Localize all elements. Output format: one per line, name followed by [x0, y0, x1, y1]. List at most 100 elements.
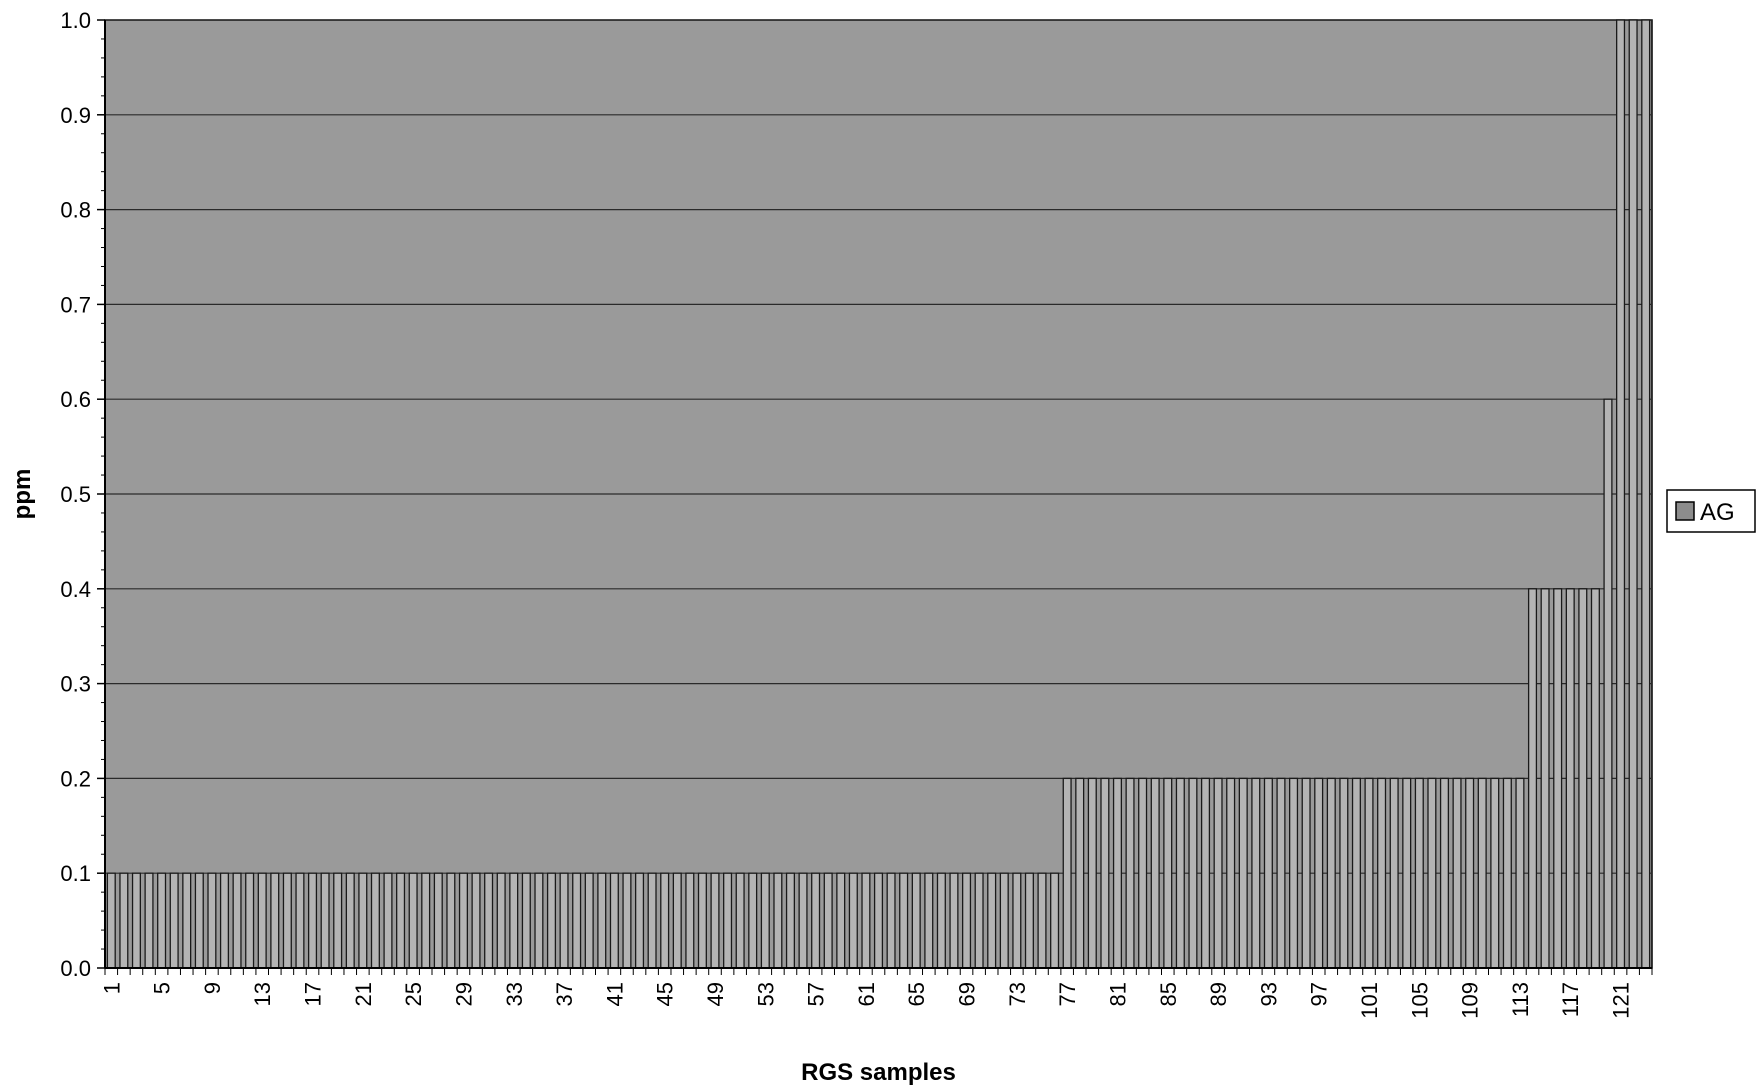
bar — [546, 872, 557, 969]
bar — [471, 872, 481, 969]
x-tick-label: 21 — [351, 982, 376, 1006]
bar — [1112, 777, 1123, 969]
x-tick-label: 73 — [1005, 982, 1030, 1006]
y-tick-labels: 0.0 0.1 0.2 0.3 0.4 0.5 0.6 0.7 0.8 0.9 1.0 — [60, 8, 91, 981]
legend-entry-ag: AG — [1700, 499, 1735, 526]
bar — [119, 872, 129, 969]
x-axis-title: RGS samples — [801, 1059, 956, 1086]
bar — [1465, 777, 1475, 969]
bar — [760, 872, 770, 969]
x-tick-label: 93 — [1256, 982, 1281, 1006]
bar — [798, 872, 808, 969]
bar — [710, 872, 720, 969]
bar — [1213, 777, 1223, 969]
bar — [1050, 872, 1060, 969]
bar — [282, 872, 292, 969]
x-tick-label: 117 — [1558, 982, 1583, 1017]
bar — [1641, 19, 1651, 969]
bar — [1024, 872, 1034, 969]
bar — [609, 872, 619, 969]
bar — [773, 872, 783, 969]
x-tick-label: 121 — [1609, 982, 1634, 1019]
bar — [446, 872, 456, 969]
x-tick-label: 33 — [502, 982, 527, 1006]
x-tick-label: 97 — [1307, 982, 1332, 1006]
bar — [219, 872, 230, 969]
bar — [1377, 777, 1387, 969]
bar — [232, 872, 242, 969]
x-tick-label: 105 — [1407, 982, 1432, 1019]
bar — [345, 872, 355, 969]
bar — [144, 872, 154, 969]
y-tick-label: 0.2 — [60, 766, 91, 791]
y-tick-label: 0.9 — [60, 103, 91, 128]
bar — [1351, 777, 1361, 969]
bar — [1314, 777, 1324, 969]
x-tick-label: 37 — [552, 982, 577, 1006]
bar — [245, 872, 255, 969]
bar — [433, 872, 443, 969]
bar — [1037, 872, 1047, 969]
bar — [1553, 588, 1563, 969]
bar — [257, 872, 267, 969]
bar — [1251, 777, 1261, 969]
bar — [811, 872, 821, 969]
legend-swatch — [1675, 501, 1695, 521]
bar — [1288, 777, 1299, 969]
bar — [1452, 777, 1462, 969]
bar — [697, 872, 707, 969]
bar — [295, 872, 305, 969]
bar — [899, 872, 909, 969]
bar — [873, 872, 884, 969]
x-tick-label: 109 — [1458, 982, 1483, 1019]
bar — [1502, 777, 1512, 969]
x-tick-label: 9 — [200, 982, 225, 994]
bar — [886, 872, 896, 969]
bar — [572, 872, 582, 969]
bar — [1477, 777, 1487, 969]
y-tick-label: 0.7 — [60, 292, 91, 317]
x-tick-label: 85 — [1156, 982, 1181, 1006]
bar — [936, 872, 946, 969]
bar — [396, 872, 406, 969]
x-tick-label: 57 — [804, 982, 829, 1006]
bar — [1616, 19, 1626, 969]
bar — [1301, 777, 1311, 969]
bar — [1276, 777, 1286, 969]
bar — [1427, 777, 1437, 969]
bar — [1200, 777, 1211, 969]
y-tick-label: 0.6 — [60, 387, 91, 412]
bar — [1012, 872, 1022, 969]
bar — [861, 872, 871, 969]
bar — [723, 872, 733, 969]
bar — [848, 872, 858, 969]
bar — [131, 872, 141, 969]
bar — [1439, 777, 1450, 969]
bar — [924, 872, 934, 969]
bar — [785, 872, 796, 969]
bar — [1326, 777, 1336, 969]
bar — [1138, 777, 1148, 969]
bar — [1515, 777, 1525, 969]
bar — [974, 872, 984, 969]
bar — [484, 872, 494, 969]
bar — [823, 872, 833, 969]
bar — [961, 872, 972, 969]
bar — [1389, 777, 1399, 969]
bar — [1150, 777, 1160, 969]
bar — [748, 872, 758, 969]
y-tick-label: 0.5 — [60, 482, 91, 507]
x-tick-label: 53 — [753, 982, 778, 1006]
bar — [169, 872, 179, 969]
bar — [1490, 777, 1500, 969]
bar — [307, 872, 318, 969]
bar — [1527, 588, 1538, 969]
bar — [597, 872, 607, 969]
bar — [584, 872, 594, 969]
bar — [1188, 777, 1198, 969]
y-tick-label: 0.4 — [60, 577, 91, 602]
x-tick-label: 5 — [150, 982, 175, 994]
y-axis-title: ppm — [9, 469, 36, 520]
bar — [1100, 777, 1110, 969]
